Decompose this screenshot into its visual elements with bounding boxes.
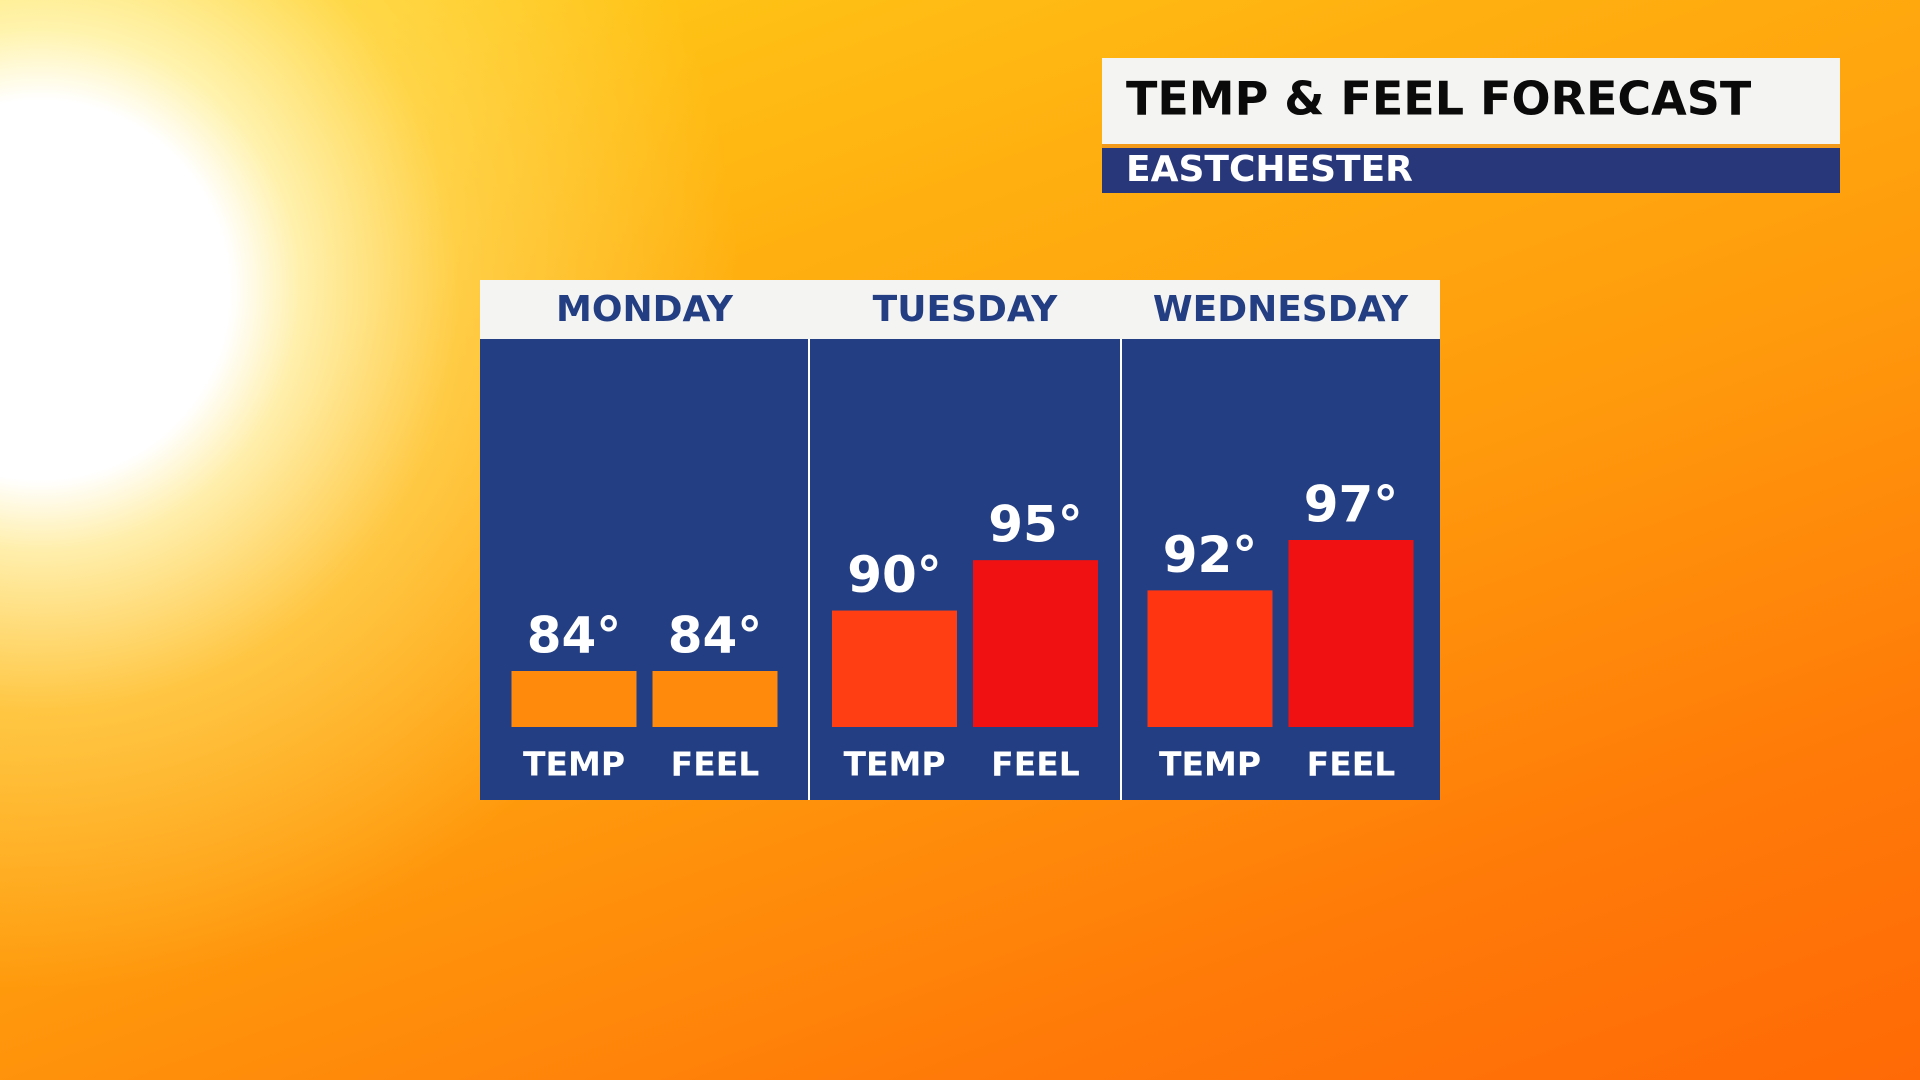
day-label: MONDAY [556,289,734,330]
day-header-band [480,280,1440,339]
bar-label: FEEL [991,745,1080,784]
bar-label: FEEL [1307,745,1396,784]
bar [973,560,1098,727]
bar [1147,590,1273,727]
bar-label: TEMP [843,745,945,784]
chart-subtitle: EASTCHESTER [1126,149,1413,190]
panel [480,339,1440,800]
bar-label: TEMP [523,745,625,784]
day-label: TUESDAY [873,289,1059,330]
value-label: 95° [988,496,1083,554]
bar-label: FEEL [671,745,760,784]
chart-title: TEMP & FEEL FORECAST [1126,72,1752,126]
value-label: 90° [847,546,942,604]
bar [652,671,778,727]
bar-label: TEMP [1159,745,1261,784]
bar [832,610,957,727]
bar [511,671,637,727]
value-label: 97° [1304,476,1399,534]
value-label: 84° [668,607,763,665]
value-label: 84° [527,607,622,665]
title-box [1102,58,1840,144]
title-accent [1102,144,1840,148]
subtitle-box [1102,148,1840,193]
value-label: 92° [1163,526,1258,584]
day-label: WEDNESDAY [1153,289,1409,330]
bar [1288,540,1414,727]
